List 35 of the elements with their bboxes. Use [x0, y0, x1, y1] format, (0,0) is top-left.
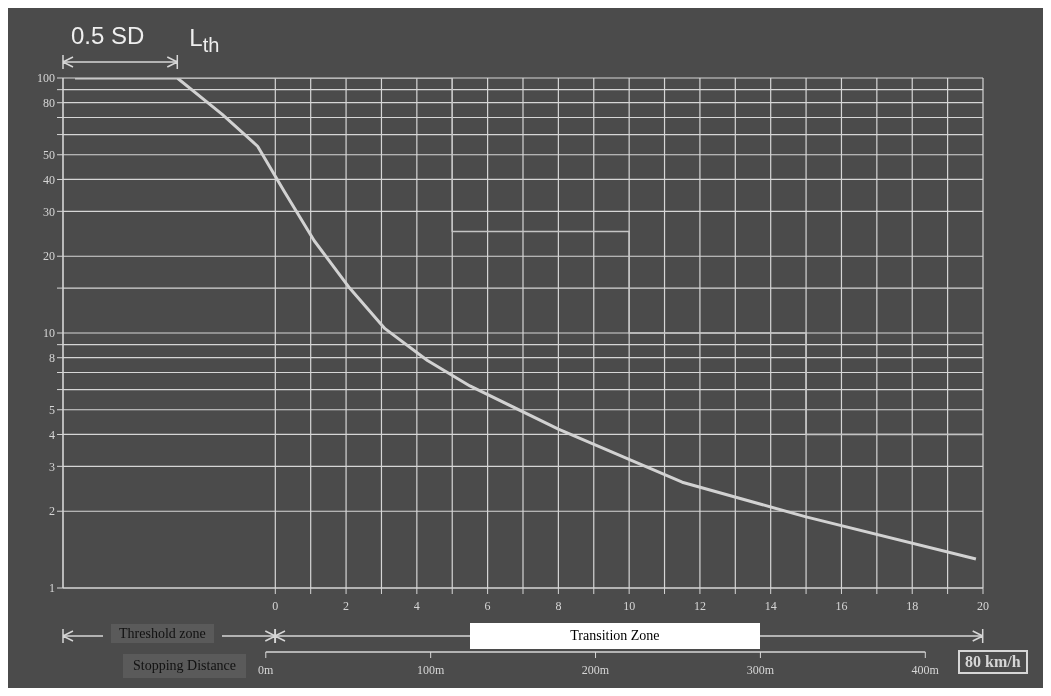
x-tick-label: 6 — [484, 599, 491, 613]
x2-tick-label: 100m — [417, 663, 445, 677]
y-tick-label: 100 — [37, 71, 55, 86]
x-tick-label: 16 — [835, 599, 848, 613]
x2-tick-label: 200m — [581, 663, 610, 677]
x-tick-label: 20 — [977, 599, 989, 613]
x-tick-label: 10 — [623, 599, 636, 613]
y-tick-label: 10 — [43, 326, 55, 341]
x-tick-label: 4 — [413, 599, 420, 613]
y-tick-label: 40 — [43, 172, 55, 187]
x2-tick-label: 300m — [746, 663, 775, 677]
y-tick-label: 20 — [43, 249, 55, 264]
y-tick-label: 5 — [49, 403, 55, 418]
x-tick-label: 0 — [272, 599, 279, 613]
text: Threshold zone — [119, 626, 206, 641]
text: L$_{th}$ — [189, 24, 220, 56]
x2-tick-label: 400m — [911, 663, 940, 677]
x-tick-label: 14 — [764, 599, 777, 613]
y-tick-label: 80 — [43, 95, 55, 110]
x-tick-label: 18 — [906, 599, 919, 613]
x-tick-label: 8 — [555, 599, 562, 613]
x-tick-label: 2 — [343, 599, 350, 613]
y-tick-label: 30 — [43, 204, 55, 219]
x2-tick-label: 0m — [258, 663, 275, 677]
y-tick-label: 8 — [49, 350, 55, 365]
text: Stopping Distance — [133, 658, 237, 673]
y-tick-label: 2 — [49, 504, 55, 519]
text: 80 km/h — [965, 653, 1021, 670]
y-tick-label: 4 — [49, 427, 55, 442]
text: Transition Zone — [570, 628, 660, 644]
x-tick-label: 12 — [693, 599, 706, 613]
y-tick-label: 3 — [49, 459, 55, 474]
y-tick-label: 50 — [43, 148, 55, 163]
text: 0.5 SD — [71, 22, 145, 49]
y-tick-label: 1 — [49, 581, 55, 596]
